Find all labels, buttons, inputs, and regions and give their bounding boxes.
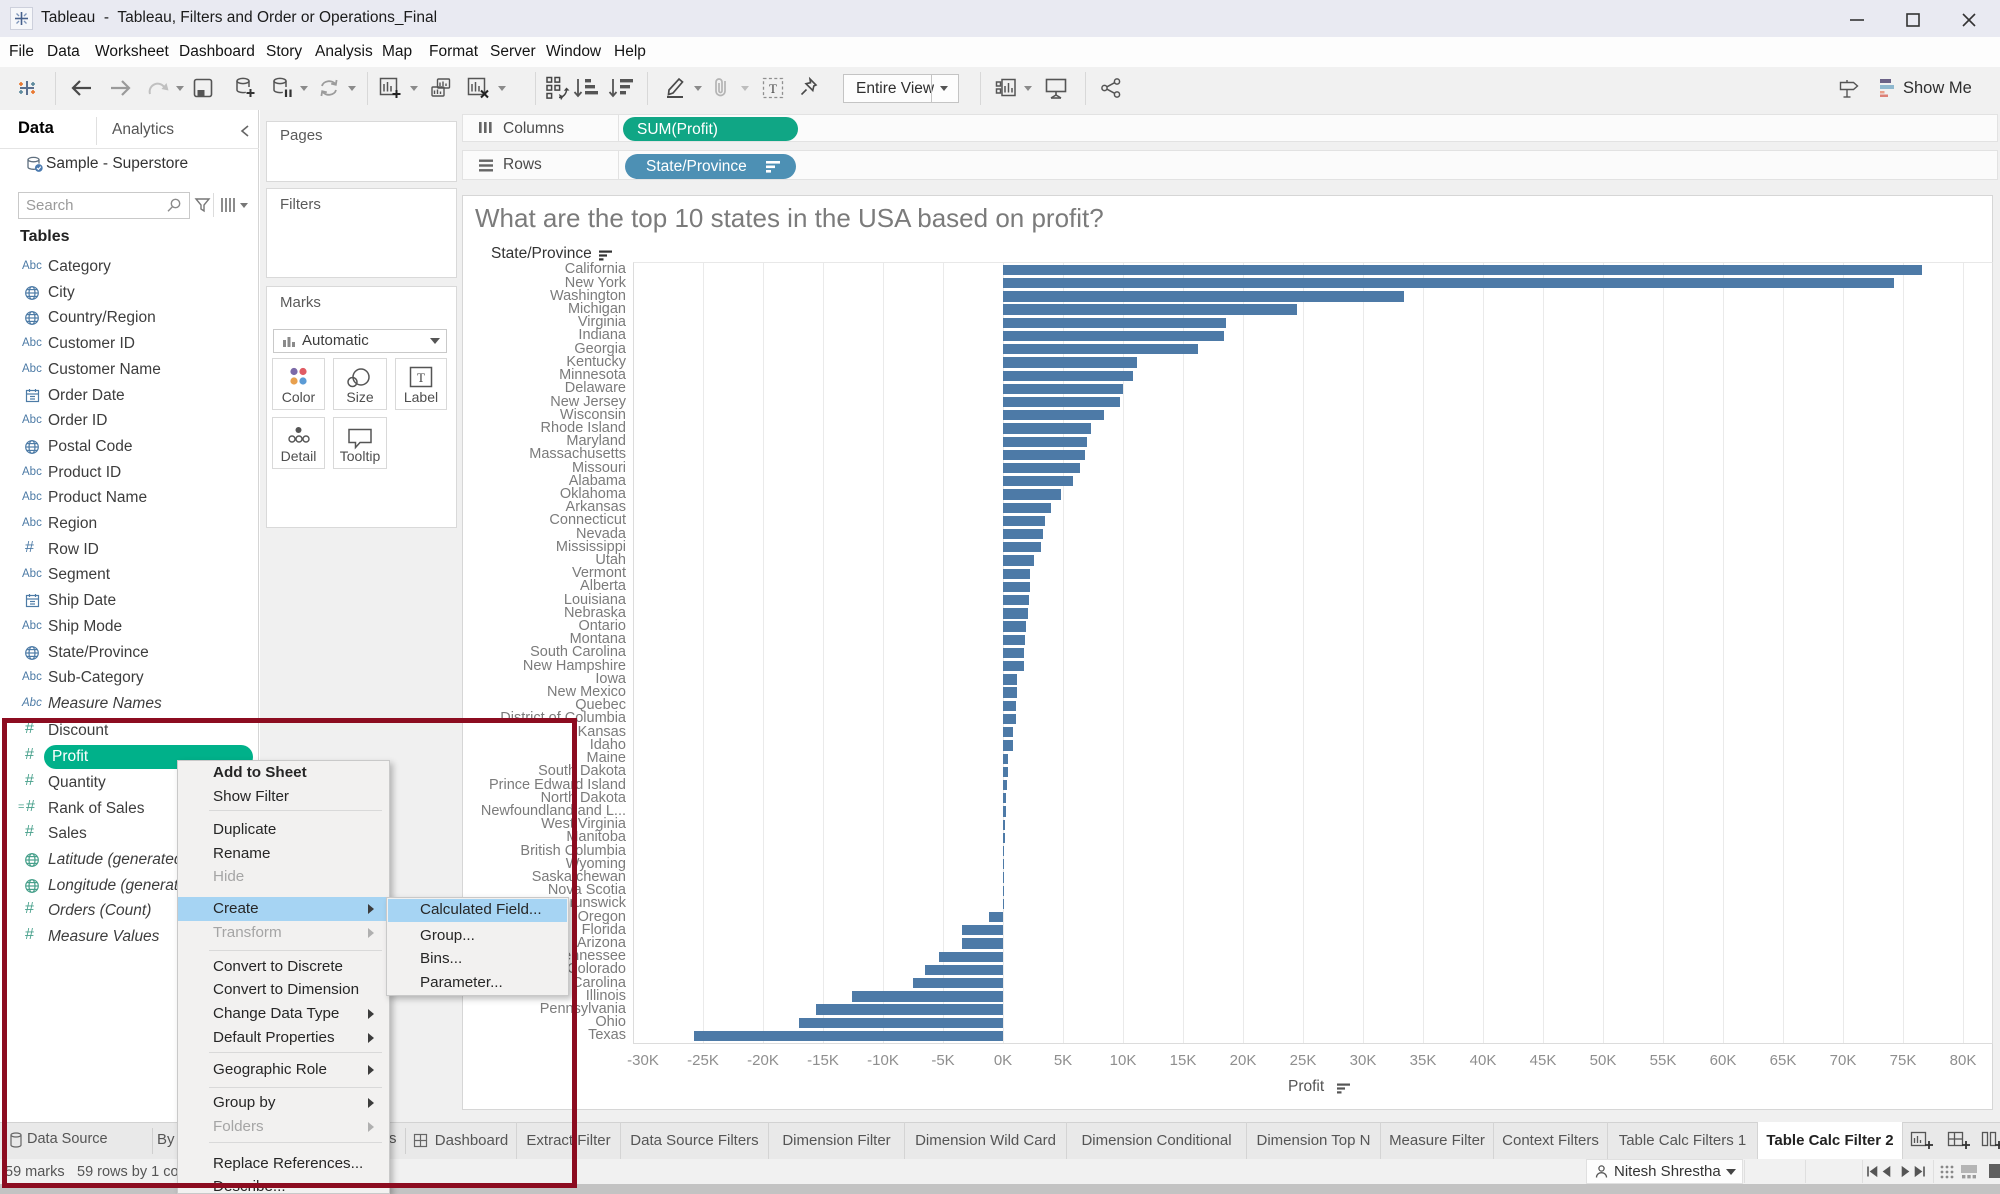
svg-text:T: T xyxy=(769,81,777,96)
svg-text:T: T xyxy=(417,370,425,385)
